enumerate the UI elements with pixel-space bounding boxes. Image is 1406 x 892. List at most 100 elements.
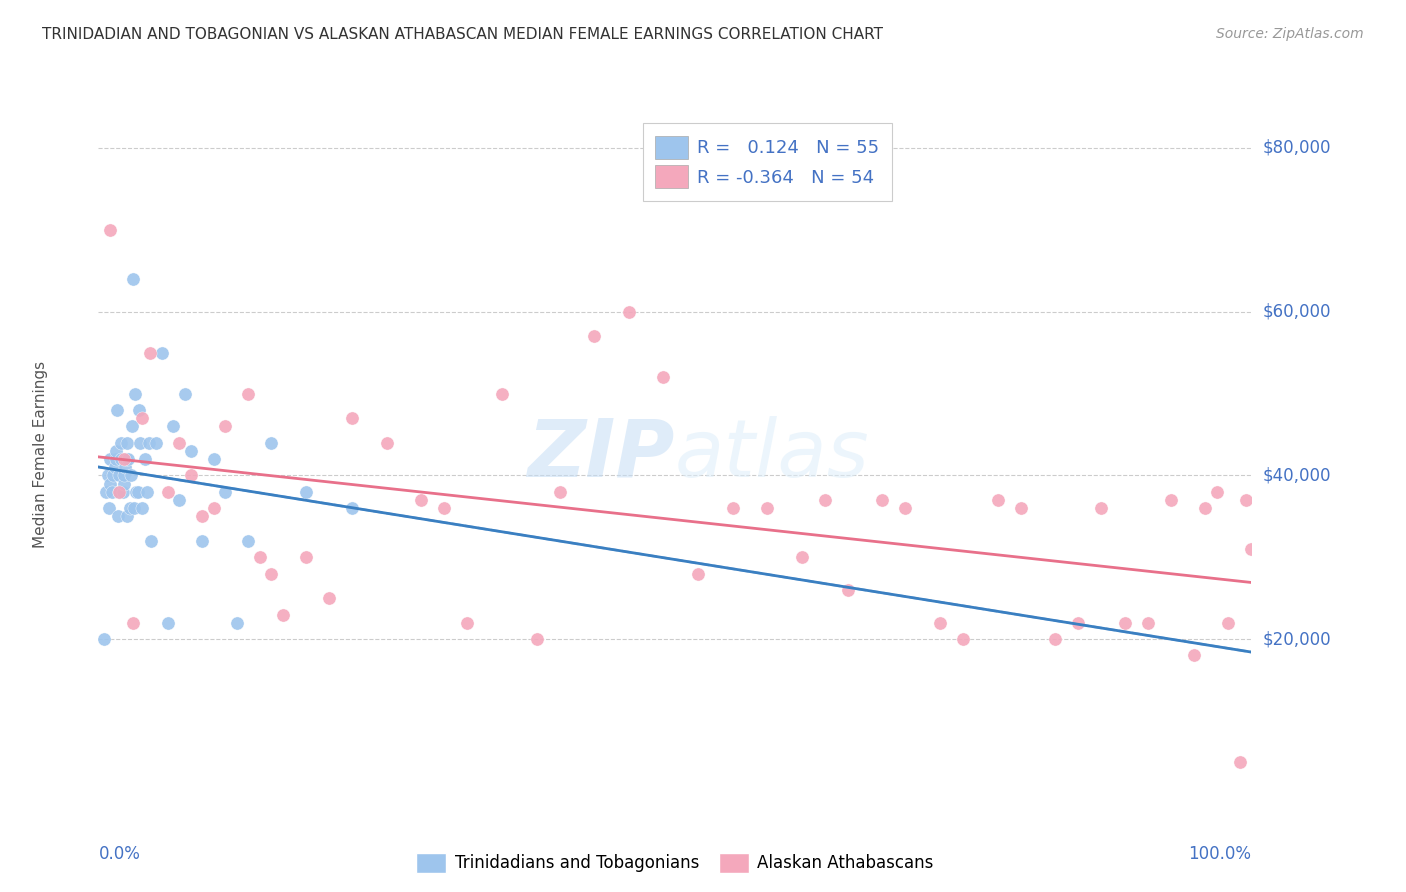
Text: Source: ZipAtlas.com: Source: ZipAtlas.com: [1216, 27, 1364, 41]
Point: [617, 304, 640, 318]
Point: [1136, 615, 1159, 630]
Point: [987, 492, 1010, 507]
Point: [1045, 632, 1067, 646]
Point: [122, 272, 145, 286]
Point: [260, 566, 283, 581]
Point: [112, 476, 135, 491]
Legend: R =   0.124   N = 55, R = -0.364   N = 54: R = 0.124 N = 55, R = -0.364 N = 54: [643, 123, 891, 201]
Point: [120, 468, 142, 483]
Point: [110, 452, 132, 467]
Point: [121, 419, 143, 434]
Point: [686, 566, 709, 581]
Point: [98, 452, 121, 467]
Point: [122, 501, 145, 516]
Point: [295, 550, 318, 565]
Point: [97, 501, 120, 516]
Point: [134, 452, 156, 467]
Point: [117, 509, 138, 524]
Point: [112, 468, 135, 483]
Point: [340, 501, 363, 516]
Point: [139, 345, 162, 359]
Point: [548, 484, 571, 499]
Text: 0.0%: 0.0%: [98, 845, 141, 863]
Point: [1218, 615, 1240, 630]
Point: [114, 460, 136, 475]
Point: [108, 484, 131, 499]
Text: TRINIDADIAN AND TOBAGONIAN VS ALASKAN ATHABASCAN MEDIAN FEMALE EARNINGS CORRELAT: TRINIDADIAN AND TOBAGONIAN VS ALASKAN AT…: [42, 27, 883, 42]
Point: [162, 419, 184, 434]
Point: [790, 550, 813, 565]
Text: Median Female Earnings: Median Female Earnings: [34, 361, 48, 549]
Point: [174, 386, 197, 401]
Point: [202, 452, 225, 467]
Text: ZIP: ZIP: [527, 416, 675, 494]
Text: atlas: atlas: [675, 416, 870, 494]
Point: [260, 435, 283, 450]
Point: [111, 484, 134, 499]
Point: [652, 370, 675, 384]
Point: [214, 419, 236, 434]
Point: [238, 386, 260, 401]
Point: [96, 484, 118, 499]
Point: [491, 386, 513, 401]
Point: [167, 435, 190, 450]
Point: [318, 591, 340, 606]
Point: [295, 484, 318, 499]
Point: [156, 615, 179, 630]
Point: [117, 452, 139, 467]
Point: [115, 452, 138, 467]
Point: [894, 501, 917, 516]
Legend: Trinidadians and Tobagonians, Alaskan Athabascans: Trinidadians and Tobagonians, Alaskan At…: [409, 847, 941, 880]
Text: $20,000: $20,000: [1263, 630, 1331, 648]
Point: [1182, 648, 1205, 663]
Point: [98, 476, 121, 491]
Point: [191, 533, 214, 548]
Point: [117, 435, 138, 450]
Point: [108, 468, 131, 483]
Point: [107, 509, 129, 524]
Point: [131, 411, 153, 425]
Point: [145, 435, 167, 450]
Point: [1229, 755, 1251, 769]
Point: [103, 460, 125, 475]
Point: [104, 452, 127, 467]
Point: [108, 484, 131, 499]
Point: [131, 501, 153, 516]
Point: [124, 386, 146, 401]
Point: [814, 492, 837, 507]
Point: [127, 484, 149, 499]
Point: [98, 223, 121, 237]
Point: [135, 484, 157, 499]
Point: [1234, 492, 1257, 507]
Point: [129, 435, 152, 450]
Point: [97, 468, 120, 483]
Point: [105, 403, 128, 417]
Point: [180, 468, 202, 483]
Point: [1205, 484, 1227, 499]
Point: [191, 509, 214, 524]
Point: [456, 615, 478, 630]
Point: [156, 484, 179, 499]
Point: [93, 632, 115, 646]
Point: [141, 533, 163, 548]
Point: [238, 533, 260, 548]
Point: [128, 403, 150, 417]
Point: [202, 501, 225, 516]
Point: [375, 435, 398, 450]
Point: [1090, 501, 1112, 516]
Point: [837, 582, 859, 597]
Point: [125, 484, 148, 499]
Point: [103, 468, 125, 483]
Point: [526, 632, 548, 646]
Point: [433, 501, 456, 516]
Text: $80,000: $80,000: [1263, 139, 1331, 157]
Point: [1160, 492, 1182, 507]
Point: [872, 492, 894, 507]
Point: [225, 615, 247, 630]
Text: $60,000: $60,000: [1263, 302, 1331, 321]
Point: [1240, 542, 1263, 557]
Text: $40,000: $40,000: [1263, 467, 1331, 484]
Point: [122, 615, 145, 630]
Point: [929, 615, 952, 630]
Point: [1010, 501, 1032, 516]
